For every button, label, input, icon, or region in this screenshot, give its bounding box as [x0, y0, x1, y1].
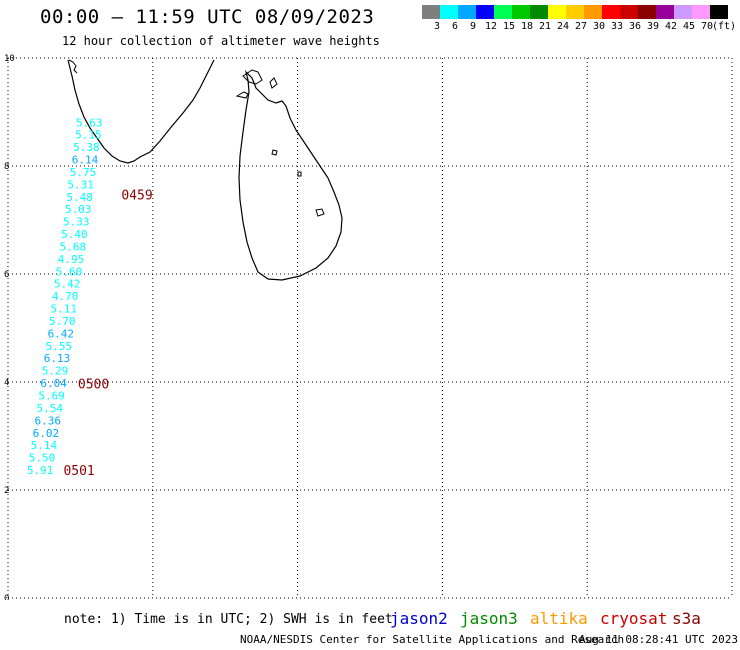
satellite-name-jason3: jason3: [460, 609, 518, 628]
swh-observation: 6.36: [35, 414, 62, 427]
color-scale-label: 12: [485, 21, 498, 32]
color-scale-label: 27: [575, 21, 588, 32]
color-scale-bar: [422, 5, 728, 19]
swh-observation: 5.03: [65, 203, 92, 216]
color-scale-label: 33: [611, 21, 624, 32]
swh-observation: 5.63: [76, 116, 103, 129]
swh-observation: 6.02: [33, 427, 60, 440]
swh-observation: 5.42: [54, 278, 80, 291]
swh-observation: 5.15: [75, 129, 102, 142]
y-tick-label: 0: [4, 594, 9, 600]
india-coastline: [67, 59, 215, 164]
color-swatch: [458, 5, 476, 19]
satellite-name-jason2: jason2: [390, 609, 448, 628]
swh-observation: 5.55: [46, 340, 73, 353]
satellite-name-s3a: s3a: [672, 609, 701, 628]
swh-observation: 5.38: [73, 141, 100, 154]
swh-observation: 5.11: [50, 303, 77, 316]
pass-time-label: 0501: [63, 464, 94, 479]
india-coast-detail: [68, 59, 78, 74]
color-swatch: [476, 5, 494, 19]
swh-observation: 5.14: [31, 439, 58, 452]
color-scale-label: 15: [503, 21, 516, 32]
color-scale-label: (ft): [712, 21, 737, 32]
swh-observation: 5.31: [67, 178, 94, 191]
swh-observation: 6.13: [44, 352, 71, 365]
color-swatch: [638, 5, 656, 19]
swh-observation: 4.95: [58, 253, 85, 266]
wave-height-map: 5.635.155.386.145.755.315.485.035.335.40…: [4, 54, 733, 600]
color-swatch: [674, 5, 692, 19]
color-scale-label: 70: [701, 21, 714, 32]
color-scale-label: 36: [629, 21, 642, 32]
swh-observation: 5.69: [38, 390, 65, 403]
mannar-island: [235, 91, 249, 99]
axis-labels: 7578818487900246810: [4, 54, 15, 600]
swh-observation: 6.04: [40, 377, 67, 390]
map-title: 00:00 – 11:59 UTC 08/09/2023: [40, 6, 375, 28]
color-swatch: [710, 5, 728, 19]
color-swatch: [584, 5, 602, 19]
color-scale-label: 18: [521, 21, 534, 32]
color-scale-label: 42: [665, 21, 678, 32]
color-swatch: [656, 5, 674, 19]
color-swatch: [566, 5, 584, 19]
map-grid: [7, 57, 733, 599]
pass-time-label: 0500: [78, 378, 109, 393]
credit-line: NOAA/NESDIS Center for Satellite Applica…: [240, 633, 625, 646]
color-scale-label: 3: [434, 21, 441, 32]
y-tick-label: 6: [4, 270, 9, 280]
swh-observation: 6.42: [48, 327, 75, 340]
color-scale-label: 30: [593, 21, 606, 32]
satellite-name-cryosat: cryosat: [600, 609, 668, 628]
generation-timestamp: Aug 11 08:28:41 UTC 2023: [579, 633, 738, 646]
east-coast-islets: [271, 149, 325, 217]
swh-observation: 5.40: [61, 228, 88, 241]
color-swatch: [548, 5, 566, 19]
y-tick-label: 8: [4, 162, 9, 172]
swh-observation: 5.75: [70, 166, 97, 179]
pass-time-label: 0459: [121, 189, 152, 204]
swh-observation: 5.68: [60, 240, 87, 253]
color-swatch: [530, 5, 548, 19]
satellite-name-altika: altika: [530, 609, 588, 628]
swh-observation: 4.70: [52, 290, 79, 303]
swh-observation: 5.60: [56, 265, 83, 278]
color-swatch: [620, 5, 638, 19]
color-scale-label: 6: [452, 21, 459, 32]
color-swatch: [512, 5, 530, 19]
y-tick-label: 10: [4, 54, 15, 64]
y-tick-label: 4: [4, 378, 9, 388]
color-swatch: [494, 5, 512, 19]
swh-observation: 6.14: [72, 154, 99, 167]
color-scale-label: 9: [470, 21, 477, 32]
color-swatch: [422, 5, 440, 19]
sri-lanka-coastline: [238, 70, 343, 281]
observation-labels: 5.635.155.386.145.755.315.485.035.335.40…: [27, 116, 103, 477]
color-scale-label: 24: [557, 21, 570, 32]
color-scale-label: 39: [647, 21, 660, 32]
jaffna-peninsula: [242, 69, 278, 89]
color-swatch: [602, 5, 620, 19]
swh-observation: 5.48: [66, 191, 93, 204]
swh-observation: 5.54: [36, 402, 63, 415]
color-scale-label: 45: [683, 21, 696, 32]
swh-observation: 5.70: [49, 315, 76, 328]
swh-observation: 5.50: [29, 452, 55, 465]
map-subtitle: 12 hour collection of altimeter wave hei…: [62, 34, 380, 48]
swh-observation: 5.33: [63, 216, 90, 229]
y-tick-label: 2: [4, 486, 9, 496]
color-swatch: [440, 5, 458, 19]
swh-observation: 5.29: [42, 365, 68, 378]
time-labels: 0459 0500 0501: [63, 189, 152, 479]
color-swatch: [692, 5, 710, 19]
swh-observation: 5.91: [27, 464, 54, 477]
color-scale-label: 21: [539, 21, 552, 32]
footer-note: note: 1) Time is in UTC; 2) SWH is in fe…: [64, 612, 393, 627]
